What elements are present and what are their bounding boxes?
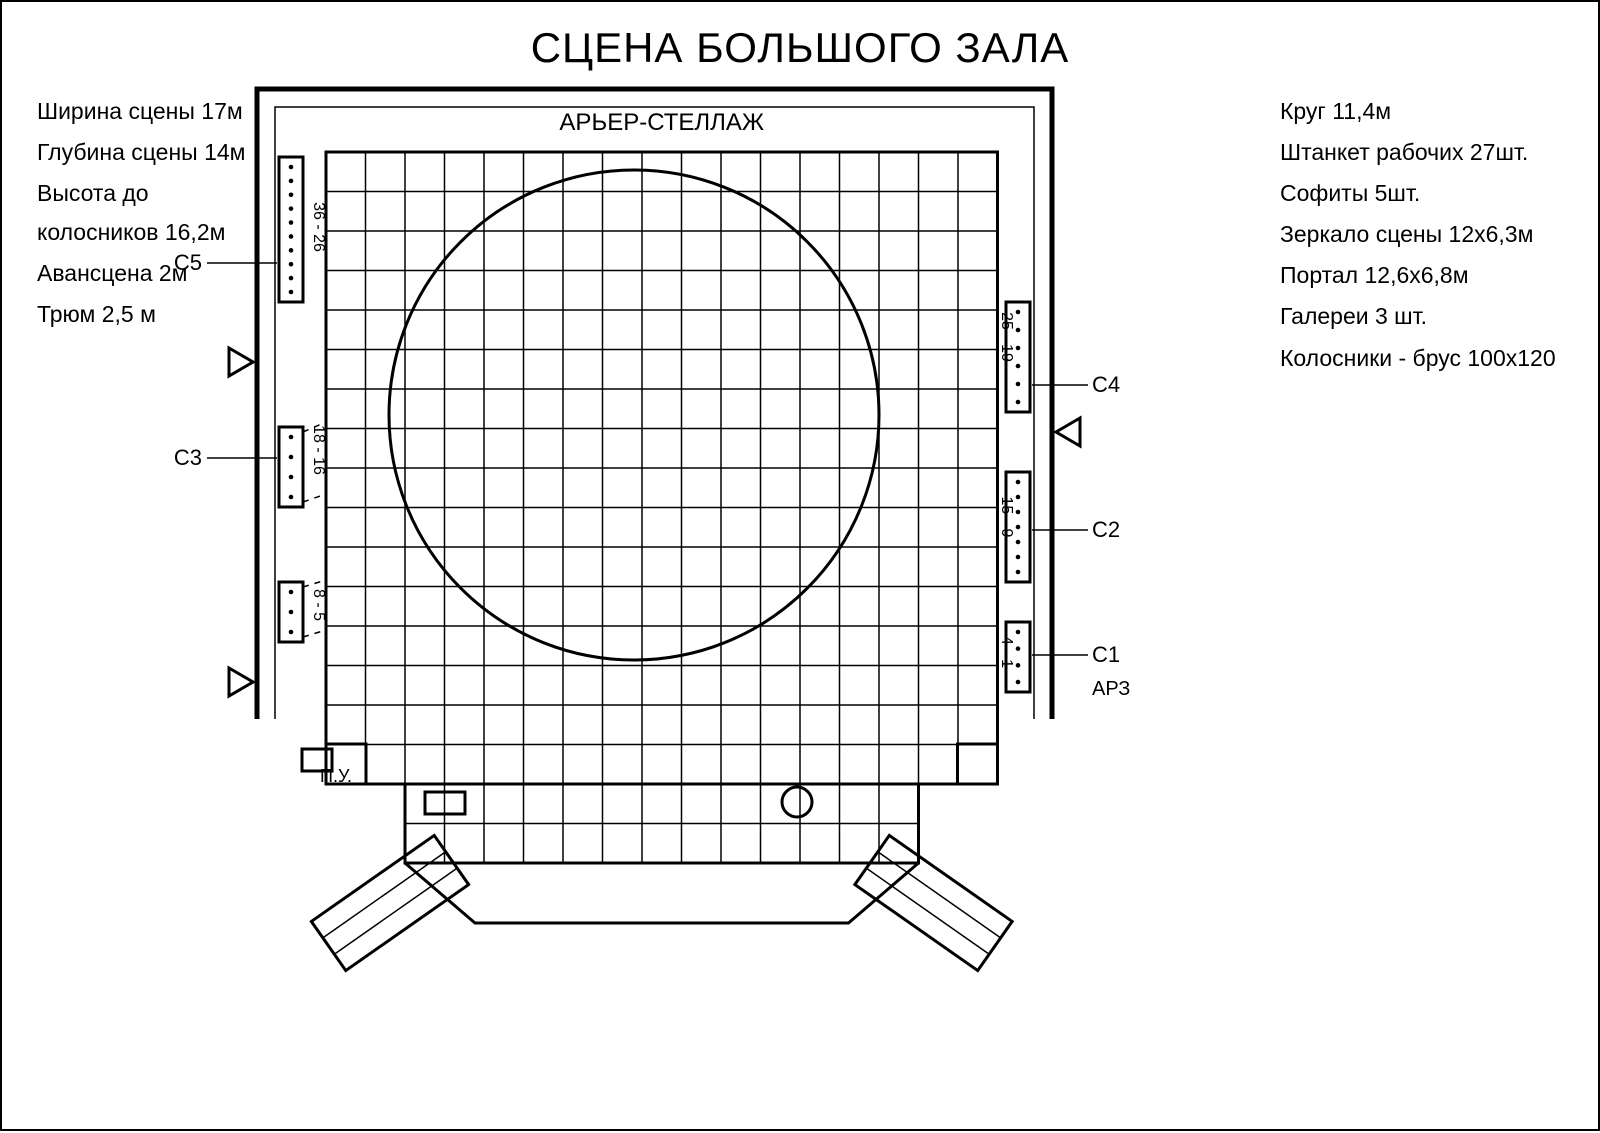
svg-text:36 - 26: 36 - 26 — [310, 202, 327, 252]
svg-text:С3: С3 — [174, 445, 202, 470]
svg-text:П.У.: П.У. — [320, 766, 352, 786]
svg-text:С1: С1 — [1092, 642, 1120, 667]
subtitle: АРЬЕР-СТЕЛЛАЖ — [559, 109, 764, 136]
svg-text:4 - 1: 4 - 1 — [998, 636, 1015, 668]
svg-text:8 - 5: 8 - 5 — [310, 589, 327, 621]
svg-text:С5: С5 — [174, 250, 202, 275]
stage-plan: АРЬЕР-СТЕЛЛАЖ П.У. АРЗ С5 С3 С4 С2 С1 36 - 26 18 … — [2, 2, 1600, 1133]
svg-text:АРЗ: АРЗ — [1092, 678, 1130, 700]
svg-text:С4: С4 — [1092, 372, 1120, 397]
svg-text:18 - 16: 18 - 16 — [310, 425, 327, 475]
svg-text:15 - 9: 15 - 9 — [998, 497, 1015, 538]
svg-text:С2: С2 — [1092, 517, 1120, 542]
page-frame: СЦЕНА БОЛЬШОГО ЗАЛА Ширина сцены 17м Глу… — [0, 0, 1600, 1131]
svg-text:25 - 19: 25 - 19 — [998, 312, 1015, 362]
